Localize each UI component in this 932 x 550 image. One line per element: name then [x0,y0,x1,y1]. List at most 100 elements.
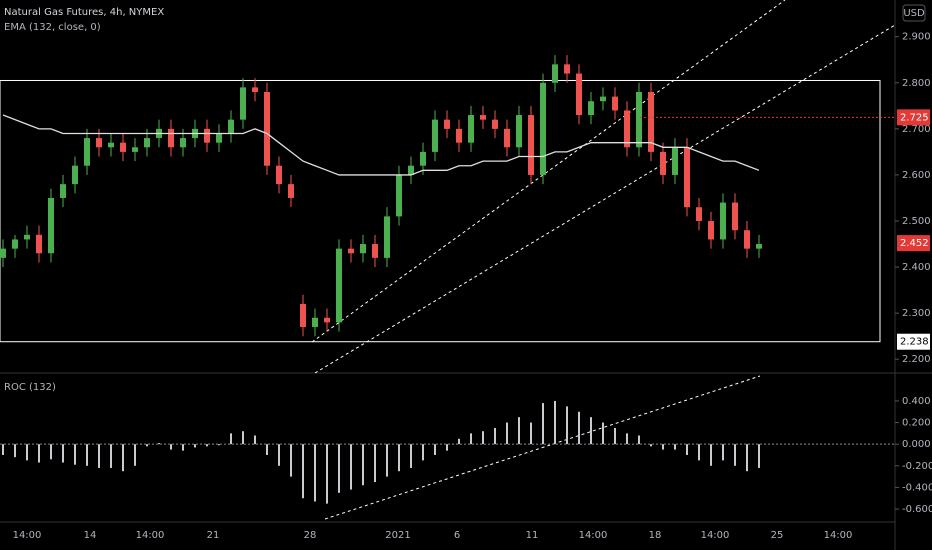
x-tick-label: 18 [649,530,662,541]
trend-line [311,0,786,343]
candle-body [0,248,6,258]
candle-body [240,87,246,120]
candle-body [252,87,258,93]
candle-body [432,119,438,152]
candle-body [516,115,522,148]
x-tick-label: 14:00 [701,530,730,541]
currency-box[interactable] [902,4,926,22]
y2-tick-label: -0.600 [902,504,932,515]
candle-body [564,64,570,74]
x-tick-label: 14:00 [136,530,165,541]
x-tick-label: 25 [771,530,784,541]
candle-body [648,92,654,152]
y2-tick-label: 0.400 [902,396,931,407]
candle-body [348,248,354,254]
y2-tick-label: 0.000 [902,439,931,450]
candle-body [60,184,66,198]
candle-body [360,244,366,254]
y-tick-label: 2.300 [902,308,931,319]
x-tick-label: 11 [526,530,539,541]
candle-body [336,248,342,323]
candle-body [24,234,30,240]
candle-body [36,234,42,254]
price-label-box [897,333,930,350]
candle-body [576,73,582,116]
y2-tick-label: -0.400 [902,482,932,493]
candle-body [600,96,606,102]
candle-body [180,138,186,148]
x-tick-label: 14 [84,530,97,541]
candle-body [372,244,378,258]
indicator-label: ROC (132) [4,382,56,393]
candle-body [744,230,750,249]
candle-body [408,165,414,175]
candle-body [132,147,138,152]
candle-body [396,174,402,217]
candle-body [636,92,642,148]
candle-body [624,110,630,148]
x-tick-label: 14:00 [13,530,42,541]
candle-body [492,119,498,129]
y-tick-label: 2.900 [902,32,931,43]
candle-body [528,115,534,175]
x-tick-label: 14:00 [824,530,853,541]
price-label: 2.725 [900,112,929,123]
candle-body [108,142,114,148]
trend-line [324,375,761,520]
candle-body [420,151,426,166]
candle-body [660,151,666,175]
candle-body [264,92,270,166]
candle-body [540,82,546,175]
candle-body [324,317,330,323]
candle-body [204,128,210,143]
x-tick-label: 6 [454,530,460,541]
y-tick-label: 2.200 [902,354,931,365]
price-label: 2.452 [900,238,929,249]
price-label-box [897,109,930,126]
y2-tick-label: -0.200 [902,461,932,472]
candle-body [300,303,306,327]
candle-body [168,128,174,148]
candle-body [96,138,102,148]
candle-body [456,128,462,143]
x-tick-label: 2021 [385,530,410,541]
trend-line [314,24,896,374]
candle-body [708,221,714,240]
y-tick-label: 2.700 [902,124,931,135]
candle-body [444,119,450,129]
y-tick-label: 2.800 [902,78,931,89]
candle-body [228,119,234,134]
candle-body [384,216,390,258]
price-label-box [897,235,930,252]
candle-body [588,101,594,116]
x-tick-label: 14:00 [579,530,608,541]
candle-body [756,244,762,249]
candle-body [312,317,318,327]
candle-body [732,202,738,231]
candle-body [504,128,510,148]
candle-body [720,202,726,240]
candle-body [468,115,474,143]
price-label: 2.238 [900,337,929,348]
candle-body [120,142,126,152]
y-tick-label: 2.500 [902,216,931,227]
candle-body [672,147,678,175]
candle-body [696,207,702,222]
candle-body [480,115,486,120]
indicator-label: EMA (132, close, 0) [4,22,101,33]
candle-body [612,96,618,111]
currency[interactable]: USD [903,8,925,19]
y2-tick-label: 0.200 [902,418,931,429]
y-tick-label: 2.400 [902,262,931,273]
chart-title: Natural Gas Futures, 4h, NYMEX [4,7,164,18]
candle-body [552,64,558,83]
candle-body [288,184,294,198]
y-tick-label: 2.600 [902,170,931,181]
ema-line [2,114,760,176]
candle-body [684,147,690,208]
x-tick-label: 28 [304,530,317,541]
candle-body [216,133,222,143]
candle-body [84,138,90,166]
